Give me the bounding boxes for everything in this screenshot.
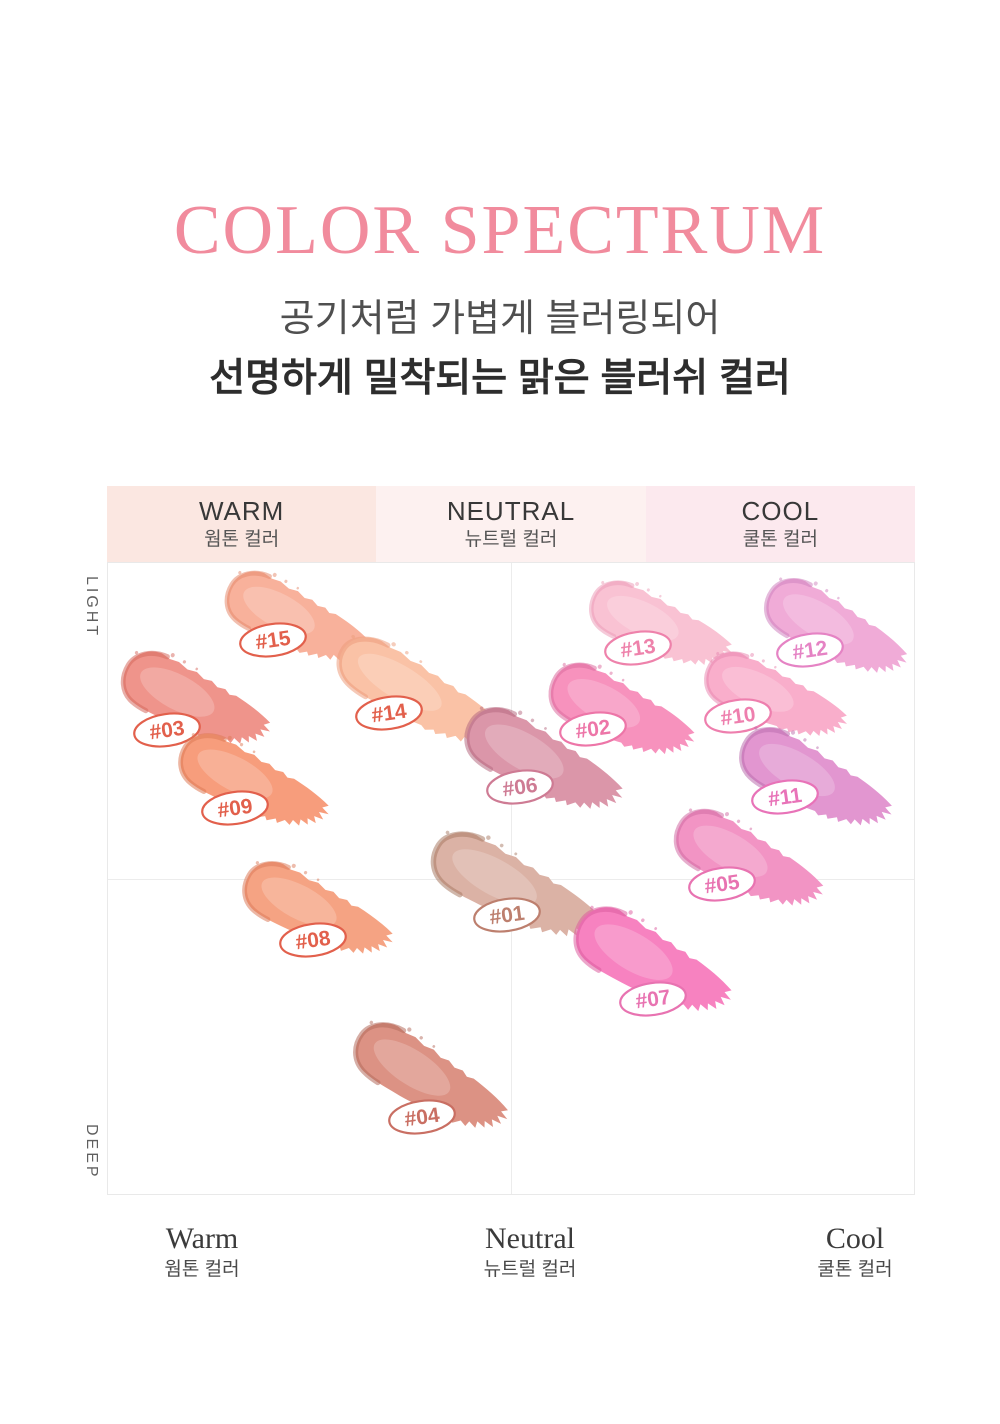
smear-03 xyxy=(113,637,279,767)
shade-badge-15: #15 xyxy=(239,622,307,658)
shade-badge-text-12: #12 xyxy=(791,637,829,665)
header-cool-sublabel: 쿨톤 컬러 xyxy=(742,528,818,550)
swatch-10: #10 xyxy=(697,639,855,758)
tone-header-row: WARM 웜톤 컬러 NEUTRAL 뉴트럴 컬러 COOL 쿨톤 컬러 xyxy=(107,486,915,562)
shade-badge-07: #07 xyxy=(619,981,687,1017)
smear-13 xyxy=(582,568,740,687)
header-cool-label: COOL xyxy=(741,496,820,527)
smear-15 xyxy=(217,557,377,683)
x-axis-label-cool: Cool 쿨톤 컬러 xyxy=(817,1222,892,1281)
smear-10 xyxy=(697,639,855,758)
smear-07 xyxy=(565,891,742,1037)
x-axis-cool-en: Cool xyxy=(825,1222,885,1255)
smear-09 xyxy=(171,719,338,849)
page-title: COLOR SPECTRUM xyxy=(173,192,827,269)
x-axis-neutral-en: Neutral xyxy=(485,1222,575,1255)
subtitle-line-1: 공기처럼 가볍게 블러링되어 xyxy=(279,298,721,340)
swatch-12: #12 xyxy=(756,564,916,696)
x-axis-warm-en: Warm xyxy=(165,1222,239,1255)
shade-badge-14: #14 xyxy=(355,695,423,731)
shade-badge-text-11: #11 xyxy=(767,784,804,812)
shade-badge-13: #13 xyxy=(604,630,672,666)
y-axis-label-light: LIGHT xyxy=(83,576,100,639)
x-axis-label-neutral: Neutral 뉴트럴 컬러 xyxy=(484,1222,577,1281)
x-axis-neutral-ko: 뉴트럴 컬러 xyxy=(483,1259,577,1280)
smear-05 xyxy=(666,795,833,930)
shade-badge-text-02: #02 xyxy=(574,716,612,744)
smear-08 xyxy=(235,847,402,977)
swatch-03: #03 xyxy=(113,637,279,767)
swatch-04: #04 xyxy=(344,1007,518,1153)
shade-badge-text-10: #10 xyxy=(719,703,757,731)
header-cell-cool: COOL 쿨톤 컬러 xyxy=(645,486,915,562)
shade-badge-text-08: #08 xyxy=(294,927,332,955)
x-axis-cool-ko: 쿨톤 컬러 xyxy=(817,1259,893,1280)
shade-badge-08: #08 xyxy=(279,922,347,958)
swatch-15: #15 xyxy=(217,557,377,683)
smear-11 xyxy=(731,713,901,850)
shade-badge-04: #04 xyxy=(388,1099,456,1135)
swatch-02: #02 xyxy=(541,649,703,777)
shade-badge-text-05: #05 xyxy=(703,871,741,899)
header-warm-sublabel: 웜톤 컬러 xyxy=(204,528,280,550)
swatch-01: #01 xyxy=(422,816,610,962)
smear-06 xyxy=(456,692,632,834)
smear-04 xyxy=(344,1007,518,1153)
shade-badge-05: #05 xyxy=(688,866,756,902)
shade-badge-09: #09 xyxy=(201,790,269,826)
header-cell-warm: WARM 웜톤 컬러 xyxy=(107,486,377,562)
shade-badge-06: #06 xyxy=(486,769,554,805)
header-cell-neutral: NEUTRAL 뉴트럴 컬러 xyxy=(376,486,646,562)
header-neutral-sublabel: 뉴트럴 컬러 xyxy=(464,528,558,550)
swatch-05: #05 xyxy=(666,795,833,930)
shade-badge-text-15: #15 xyxy=(254,627,292,655)
header-warm-label: WARM xyxy=(198,496,285,527)
shade-badge-02: #02 xyxy=(559,711,627,747)
shade-badge-text-09: #09 xyxy=(216,795,254,823)
shade-badge-text-06: #06 xyxy=(501,774,539,802)
swatch-13: #13 xyxy=(582,568,740,687)
shade-badge-text-13: #13 xyxy=(619,635,657,663)
smear-12 xyxy=(756,564,916,696)
header-neutral-label: NEUTRAL xyxy=(446,496,576,527)
swatch-11: #11 xyxy=(731,713,901,850)
swatch-06: #06 xyxy=(456,692,632,834)
x-axis-warm-ko: 웜톤 컬러 xyxy=(164,1259,240,1280)
swatch-07: #07 xyxy=(565,891,742,1037)
shade-badge-03: #03 xyxy=(133,712,201,748)
shade-badge-text-03: #03 xyxy=(148,717,186,745)
shade-badge-10: #10 xyxy=(704,698,772,734)
shade-badge-text-07: #07 xyxy=(634,986,672,1014)
swatch-08: #08 xyxy=(235,847,402,977)
shade-badge-text-04: #04 xyxy=(403,1104,441,1132)
shade-badge-11: #11 xyxy=(751,779,819,815)
shade-badge-text-14: #14 xyxy=(370,700,408,728)
swatch-14: #14 xyxy=(328,622,514,769)
swatch-09: #09 xyxy=(171,719,338,849)
smear-02 xyxy=(541,649,703,777)
shade-badge-01: #01 xyxy=(473,897,541,933)
smear-14 xyxy=(328,622,514,769)
shade-badge-text-01: #01 xyxy=(488,902,526,930)
x-axis-label-warm: Warm 웜톤 컬러 xyxy=(164,1222,239,1281)
shade-badge-12: #12 xyxy=(776,632,844,668)
smear-01 xyxy=(422,816,610,962)
y-axis-label-deep: DEEP xyxy=(83,1124,100,1180)
subtitle-line-2: 선명하게 밀착되는 맑은 블러쉬 컬러 xyxy=(209,357,791,400)
